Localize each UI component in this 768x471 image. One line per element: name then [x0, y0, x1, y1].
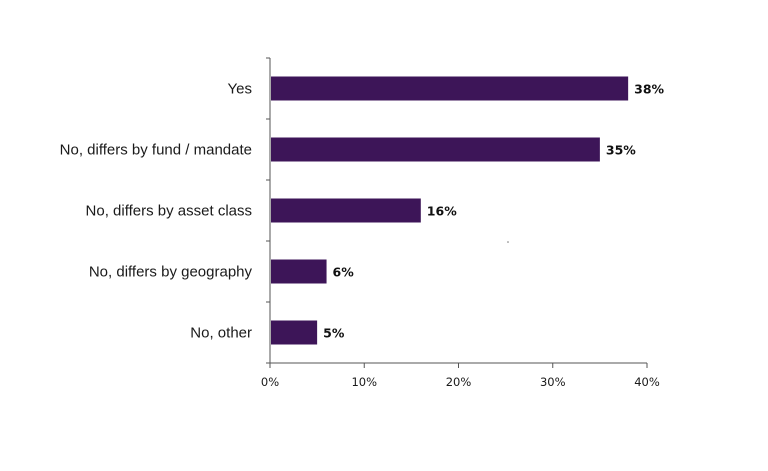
- bar: [271, 137, 600, 162]
- y-axis-ticks: [266, 57, 270, 364]
- category-label: No, differs by asset class: [86, 203, 252, 220]
- category-label: No, differs by fund / mandate: [60, 142, 252, 159]
- x-tick-label: 30%: [540, 375, 566, 389]
- x-tick-label: 10%: [351, 375, 377, 389]
- value-label: 6%: [333, 265, 355, 280]
- x-axis-ticks: [269, 363, 648, 368]
- x-tick-labels: 0% 10% 20% 30% 40%: [261, 375, 660, 389]
- value-label: 35%: [606, 143, 636, 158]
- category-label: Yes: [228, 81, 252, 98]
- stray-dot: [507, 241, 509, 243]
- category-label: No, differs by geography: [89, 264, 253, 281]
- x-tick-label: 40%: [634, 375, 660, 389]
- bar: [271, 259, 327, 284]
- bar: [271, 320, 318, 345]
- value-labels: 38% 35% 16% 6% 5%: [323, 82, 664, 341]
- category-label: No, other: [190, 325, 252, 342]
- category-labels: Yes No, differs by fund / mandate No, diff…: [60, 81, 253, 342]
- value-label: 16%: [427, 204, 457, 219]
- bar: [271, 76, 629, 101]
- bars: [271, 76, 629, 345]
- x-tick-label: 0%: [261, 375, 279, 389]
- bar: [271, 198, 421, 223]
- value-label: 5%: [323, 326, 345, 341]
- value-label: 38%: [634, 82, 664, 97]
- x-tick-label: 20%: [446, 375, 472, 389]
